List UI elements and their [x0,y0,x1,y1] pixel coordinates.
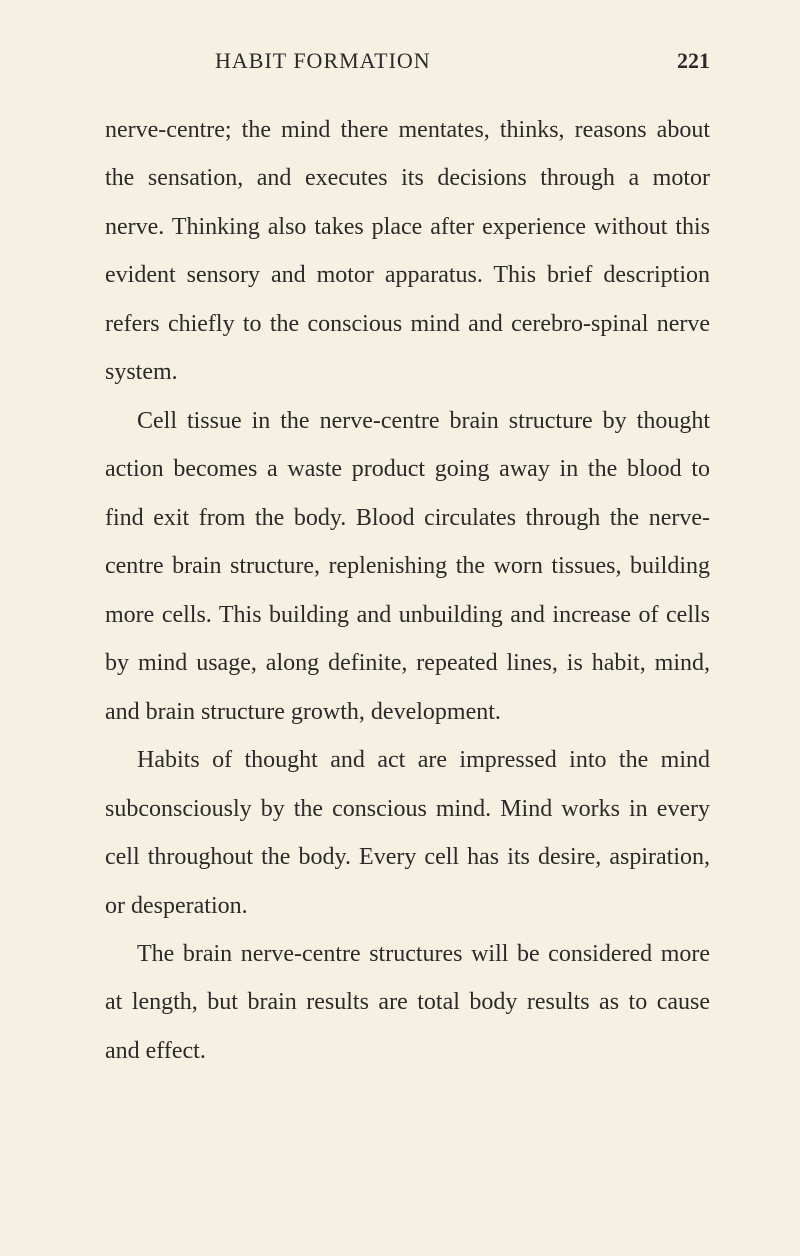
paragraph-2: Cell tissue in the nerve-centre brain st… [105,397,710,736]
running-head: HABIT FORMATION [215,48,431,74]
page-number: 221 [677,48,710,74]
paragraph-4: The brain nerve-centre structures will b… [105,930,710,1075]
paragraph-3: Habits of thought and act are impressed … [105,736,710,930]
body-text: nerve-centre; the mind there mentates, t… [105,106,710,1075]
paragraph-1: nerve-centre; the mind there mentates, t… [105,106,710,397]
page-header: HABIT FORMATION 221 [105,48,710,74]
